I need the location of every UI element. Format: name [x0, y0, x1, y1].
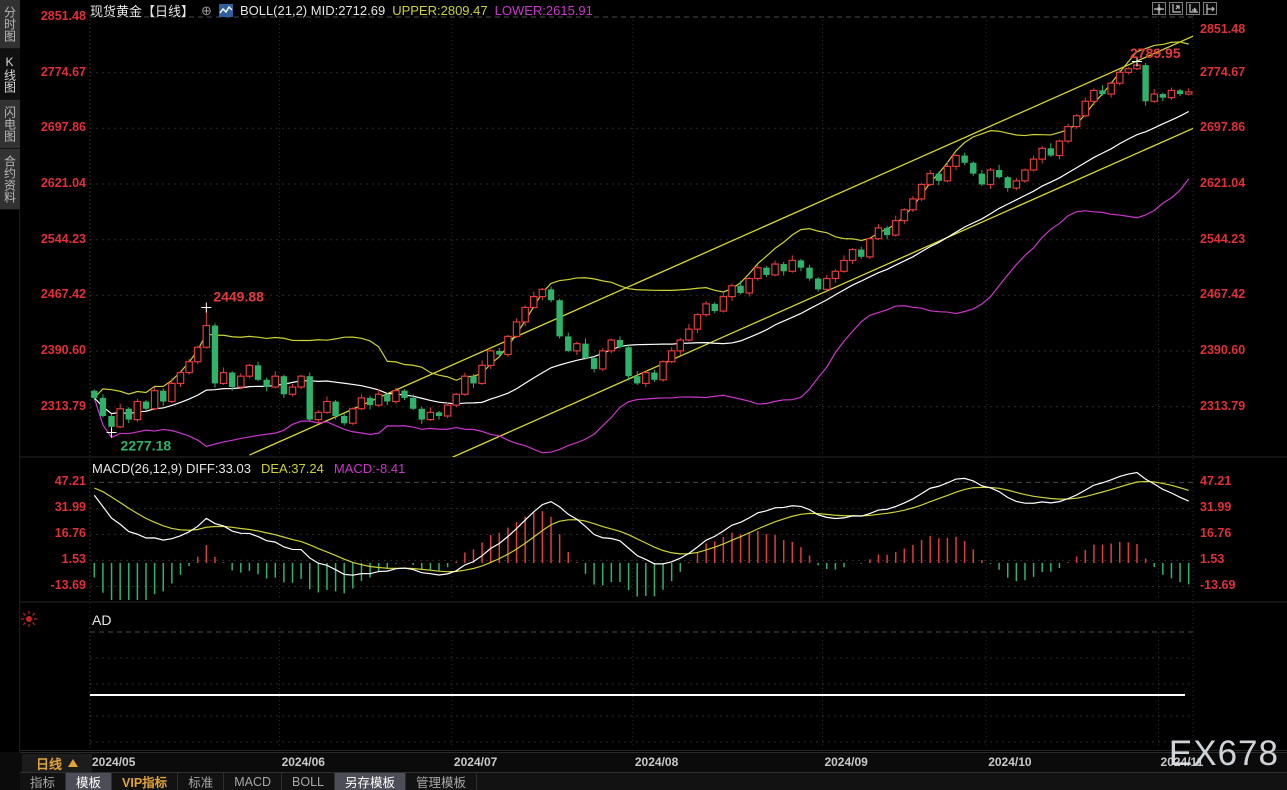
- time-axis-row: 日线 2024/05 2024/06 2024/07 2024/08 2024/09 20…: [20, 752, 1287, 772]
- y-axis-label: 47.21: [54, 474, 86, 489]
- y-axis-label: 2621.04: [40, 176, 86, 190]
- crosshair-icon[interactable]: [1152, 2, 1166, 15]
- y-axis-label: -13.69: [50, 578, 86, 593]
- hot-indicator-icon[interactable]: [20, 610, 38, 628]
- y-axis-label: 31.99: [54, 500, 86, 515]
- x-axis-date: 2024/07: [453, 755, 498, 769]
- boll-upper-value: UPPER:2809.47: [392, 3, 488, 18]
- macd-value: MACD:-8.41: [333, 461, 406, 476]
- x-axis-date: 2024/08: [634, 755, 679, 769]
- y-axis-label: 2390.60: [1200, 343, 1246, 357]
- triangle-up-icon: [68, 759, 78, 767]
- y-axis-label: 2467.42: [40, 287, 86, 302]
- bottom-toolbar: 指标 模板 VIP指标 标准 MACD BOLL 另存模板 管理模板: [20, 772, 1287, 790]
- toolbar-tab-7[interactable]: 管理模板: [406, 773, 478, 790]
- y-axis-label: 2313.79: [1200, 398, 1246, 413]
- toolbar-tab-2[interactable]: VIP指标: [112, 773, 179, 790]
- chart-header: 现货黄金【日线】 ⊕ BOLL(21,2) MID:2712.69 UPPER:…: [90, 1, 593, 20]
- x-axis-date: 2024/09: [824, 755, 868, 769]
- symbol-title: 现货黄金【日线】: [90, 4, 195, 19]
- toolbar-tab-4[interactable]: MACD: [224, 773, 283, 790]
- y-axis-label: 2697.86: [1200, 120, 1246, 135]
- watermark: EX678: [1168, 734, 1279, 773]
- y-axis-label: 47.21: [1200, 474, 1232, 489]
- toolbar-tab-5[interactable]: BOLL: [282, 773, 335, 790]
- ad-indicator-label: AD: [92, 612, 112, 628]
- pan-right-icon[interactable]: [1203, 2, 1217, 15]
- y-axis-label: 2544.23: [40, 231, 86, 246]
- zoom-axis-in-icon[interactable]: [1169, 2, 1183, 15]
- y-axis-label: 2774.67: [40, 64, 86, 79]
- toolbar-tab-3[interactable]: 标准: [178, 773, 225, 790]
- x-axis-date: 2024/10: [988, 755, 1032, 769]
- price-annotation: 2277.18: [121, 437, 172, 453]
- y-axis-label: -13.69: [1200, 578, 1236, 593]
- sidebar-item-2[interactable]: 闪电图: [0, 100, 20, 149]
- y-axis-label: 1.53: [61, 552, 86, 567]
- y-axis-label: 2774.67: [1200, 64, 1246, 79]
- y-axis-label: 1.53: [1200, 552, 1225, 567]
- y-axis-label: 2851.48: [1200, 22, 1246, 36]
- y-axis-label: 16.76: [54, 526, 86, 541]
- macd-dea-value: DEA:37.24: [260, 461, 324, 476]
- zoom-axis-out-icon[interactable]: [1186, 2, 1200, 15]
- price-annotation: 2789.95: [1130, 45, 1181, 61]
- expand-icon[interactable]: ⊕: [201, 2, 212, 18]
- y-axis-label: 2390.60: [40, 343, 86, 357]
- period-label: 日线: [35, 756, 62, 772]
- y-axis-label: 2851.48: [40, 9, 86, 23]
- price-annotation: 2449.88: [213, 289, 264, 305]
- boll-label: BOLL(21,2) MID:2712.69: [239, 3, 386, 18]
- y-axis-label: 2697.86: [40, 120, 86, 135]
- y-axis-label: 2621.04: [1200, 176, 1246, 190]
- macd-title: MACD(26,12,9) DIFF:33.03: [92, 461, 251, 476]
- y-axis-label: 16.76: [1200, 526, 1232, 541]
- chart-type-sidebar: 分时图 K线图 闪电图 合约资料: [0, 0, 20, 752]
- boll-lower-value: LOWER:2615.91: [494, 3, 593, 18]
- x-axis-date: 2024/05: [92, 755, 136, 769]
- toolbar-tab-6[interactable]: 另存模板: [334, 773, 406, 790]
- sidebar-item-3[interactable]: 合约资料: [0, 149, 20, 210]
- indicator-chart-icon[interactable]: [218, 4, 233, 17]
- x-axis-date: 2024/06: [281, 755, 325, 769]
- macd-header: MACD(26,12,9) DIFF:33.03 DEA:37.24 MACD:…: [92, 461, 405, 476]
- period-selector-button[interactable]: 日线: [22, 754, 92, 772]
- sidebar-item-1[interactable]: K线图: [0, 49, 20, 100]
- sidebar-item-0[interactable]: 分时图: [0, 0, 20, 49]
- toolbar-tab-0[interactable]: 指标: [20, 773, 67, 790]
- chart-tool-buttons: [1152, 2, 1217, 15]
- y-axis-label: 31.99: [1200, 500, 1232, 515]
- y-axis-label: 2467.42: [1200, 287, 1246, 302]
- y-axis-label: 2313.79: [40, 398, 86, 413]
- toolbar-tab-1[interactable]: 模板: [66, 773, 113, 790]
- x-axis-date: 2024/11: [1160, 755, 1204, 769]
- y-axis-label: 2544.23: [1200, 231, 1246, 246]
- bottom-left-corner: [0, 752, 20, 790]
